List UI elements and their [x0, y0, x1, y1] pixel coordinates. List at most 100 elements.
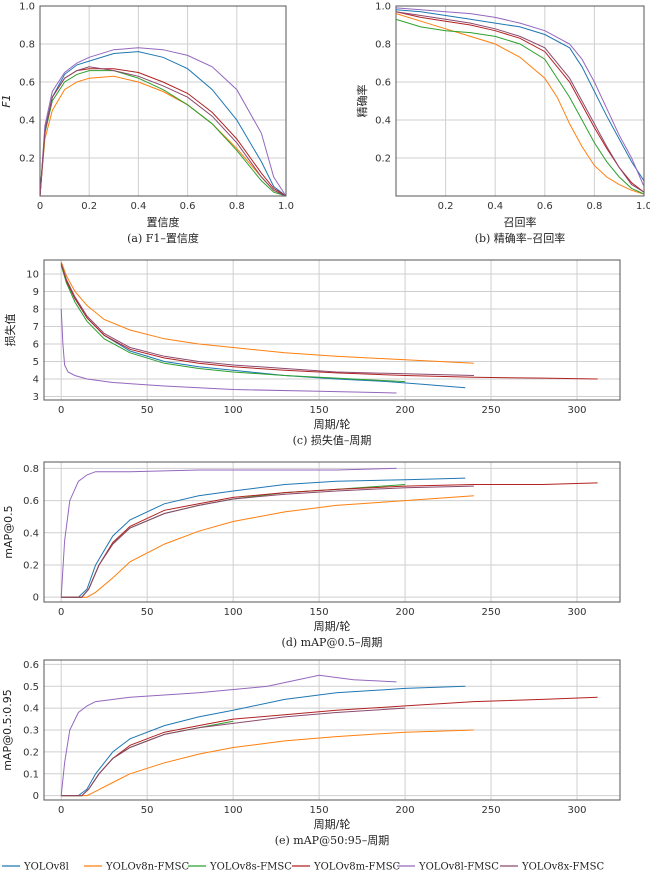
- y-tick-label: 0.2: [19, 154, 35, 165]
- x-tick-label: 300: [567, 405, 586, 416]
- chart-caption: (e) mAP@50:95–周期: [275, 834, 390, 847]
- x-axis-label: 周期/轮: [314, 417, 351, 431]
- series-line-yolov8n-fmsc: [60, 261, 474, 364]
- x-tick-label: 250: [481, 405, 500, 416]
- y-tick-label: 5: [33, 357, 39, 368]
- legend-label: YOLOv8m-FMSC: [313, 862, 401, 873]
- x-tick-label: 0: [58, 405, 64, 416]
- y-tick-label: 0.6: [23, 660, 39, 671]
- y-tick-label: 10: [26, 270, 39, 281]
- x-tick-label: 100: [224, 607, 243, 618]
- y-tick-label: 0.5: [23, 682, 39, 693]
- series-line-yolov8n-fmsc: [396, 13, 644, 195]
- x-axis-label: 周期/轮: [314, 619, 351, 633]
- x-axis-label: 置信度: [147, 215, 180, 229]
- x-tick-label: 0: [58, 805, 64, 816]
- x-tick-label: 0.6: [537, 201, 553, 212]
- x-axis-label: 周期/轮: [314, 817, 351, 831]
- y-axis-label: mAP@0.5:0.95: [1, 689, 14, 771]
- y-tick-label: 0.3: [23, 726, 39, 737]
- legend-label: YOLOv8n-FMSC: [105, 862, 189, 873]
- series-line-yolov8l: [61, 685, 466, 797]
- y-tick-label: 3: [33, 392, 39, 403]
- plot-frame: [43, 259, 621, 401]
- y-tick-label: 1.0: [19, 2, 35, 13]
- y-tick-label: 0.4: [375, 116, 391, 127]
- legend-label: YOLOv8s-FMSC: [209, 862, 292, 873]
- chart-caption: (b) 精确率–召回率: [475, 231, 566, 245]
- legend-item: YOLOv8m-FMSC: [292, 862, 401, 873]
- y-axis-label: F1: [0, 94, 13, 107]
- y-axis-label: mAP@0.5: [2, 505, 15, 558]
- plot-frame: [39, 5, 287, 197]
- y-tick-label: 4: [33, 375, 39, 386]
- y-tick-label: 0.4: [23, 528, 39, 539]
- x-tick-label: 0.4: [130, 201, 146, 212]
- x-tick-label: 250: [481, 805, 500, 816]
- series-line-yolov8x-fmsc: [61, 707, 406, 797]
- y-tick-label: 6: [33, 340, 39, 351]
- x-tick-label: 50: [141, 405, 154, 416]
- x-tick-label: 1.0: [636, 201, 650, 212]
- x-tick-label: 0: [37, 201, 43, 212]
- y-tick-label: 0: [33, 791, 39, 802]
- chart-caption: (d) mAP@0.5–周期: [282, 636, 383, 649]
- y-tick-label: 0.4: [19, 116, 35, 127]
- y-tick-label: 0.2: [23, 747, 39, 758]
- x-tick-label: 150: [310, 805, 329, 816]
- series-line-yolov8s-fmsc: [396, 18, 644, 195]
- y-axis-label: 精确率: [355, 85, 369, 118]
- y-tick-label: 0.6: [19, 78, 35, 89]
- x-tick-label: 300: [567, 607, 586, 618]
- x-tick-label: 1.0: [278, 201, 294, 212]
- chart-map50-epoch: 0 50 100 150 200 250 300 0 0.2 0.4 0.6 0.8 周期/轮 mAP@0…: [2, 461, 621, 649]
- legend-label: YOLOv8l: [23, 862, 69, 873]
- series-line-yolov8s-fmsc: [60, 265, 406, 383]
- x-tick-label: 0.8: [586, 201, 602, 212]
- x-tick-label: 300: [567, 805, 586, 816]
- legend-item: YOLOv8n-FMSC: [84, 862, 189, 873]
- series-line-yolov8l-fmsc: [396, 7, 644, 187]
- y-tick-label: 0.8: [23, 464, 39, 475]
- series-line-yolov8l-fmsc: [60, 467, 397, 598]
- x-axis-label: 召回率: [504, 215, 537, 229]
- plot-frame: [43, 461, 621, 603]
- x-tick-label: 100: [224, 805, 243, 816]
- x-tick-label: 0.2: [81, 201, 97, 212]
- series-line-yolov8l: [396, 9, 644, 182]
- series-line-yolov8n-fmsc: [61, 729, 474, 797]
- chart-map5095-epoch: 0 50 100 150 200 250 300 0 0.1 0.2 0.3 0.4 0.5 0.6 周期/…: [1, 659, 621, 847]
- y-tick-label: 0.6: [375, 78, 391, 89]
- y-tick-label: 0.2: [23, 560, 39, 571]
- y-tick-label: 0.8: [19, 40, 35, 51]
- series-line-yolov8n-fmsc: [61, 495, 474, 598]
- x-tick-label: 0.4: [487, 201, 503, 212]
- x-tick-label: 50: [141, 607, 154, 618]
- plot-frame: [395, 5, 645, 197]
- y-tick-label: 7: [33, 322, 39, 333]
- x-tick-label: 50: [141, 805, 154, 816]
- series-line-yolov8x-fmsc: [40, 66, 286, 196]
- legend-label: YOLOv8l-FMSC: [418, 862, 499, 873]
- series-line-yolov8l-fmsc: [60, 308, 397, 394]
- series-line-yolov8x-fmsc: [396, 11, 644, 193]
- series-line-yolov8l-fmsc: [60, 674, 397, 796]
- series-line-yolov8x-fmsc: [60, 263, 474, 376]
- chart-caption: (c) 损失值–周期: [293, 433, 372, 447]
- x-tick-label: 0.2: [438, 201, 454, 212]
- y-tick-label: 0.1: [23, 769, 39, 780]
- y-tick-label: 8: [33, 305, 39, 316]
- plot-frame: [43, 659, 621, 801]
- x-tick-label: 0: [58, 607, 64, 618]
- series-line-yolov8l: [61, 477, 466, 598]
- series-line-yolov8l: [40, 51, 286, 196]
- legend-label: YOLOv8x-FMSC: [521, 862, 605, 873]
- series-line-yolov8x-fmsc: [61, 485, 474, 598]
- x-tick-label: 150: [310, 607, 329, 618]
- series-line-yolov8m-fmsc: [61, 696, 598, 797]
- x-tick-label: 0.8: [229, 201, 245, 212]
- x-tick-label: 200: [396, 805, 415, 816]
- chart-precision-recall: 0.2 0.4 0.6 0.8 1.0 0.2 0.4 0.6 0.8 1.0 召回率 精确率 (b) …: [355, 2, 650, 246]
- series-line-yolov8m-fmsc: [60, 263, 598, 380]
